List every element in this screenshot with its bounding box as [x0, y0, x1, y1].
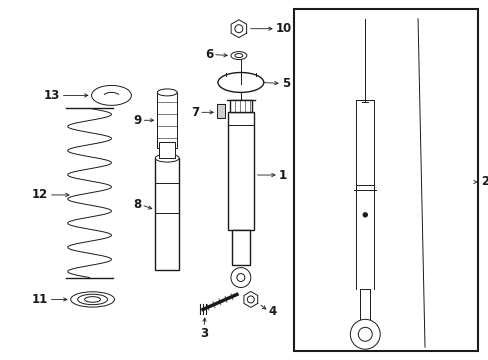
Text: 5: 5: [281, 77, 289, 90]
Text: 12: 12: [31, 188, 48, 202]
Text: 4: 4: [268, 305, 276, 318]
Bar: [155, 158, 179, 270]
Ellipse shape: [91, 85, 131, 105]
Text: 7: 7: [190, 106, 199, 119]
Ellipse shape: [234, 54, 243, 58]
Text: 8: 8: [133, 198, 141, 211]
Circle shape: [363, 213, 366, 217]
Bar: [159, 142, 175, 158]
Ellipse shape: [155, 154, 179, 162]
Ellipse shape: [157, 89, 177, 96]
Text: 13: 13: [43, 89, 60, 102]
Text: 9: 9: [133, 114, 141, 127]
Text: 3: 3: [200, 327, 208, 340]
Ellipse shape: [218, 72, 263, 93]
Bar: [217, 104, 224, 118]
Text: 2: 2: [480, 175, 488, 189]
Bar: [227, 112, 253, 230]
Text: 10: 10: [275, 22, 291, 35]
Bar: [157, 93, 177, 148]
Bar: [231, 230, 249, 265]
Text: 6: 6: [204, 48, 213, 61]
Bar: [293, 9, 477, 351]
Text: 1: 1: [278, 168, 286, 181]
Ellipse shape: [230, 51, 246, 59]
Text: 11: 11: [31, 293, 48, 306]
Bar: [229, 100, 251, 112]
